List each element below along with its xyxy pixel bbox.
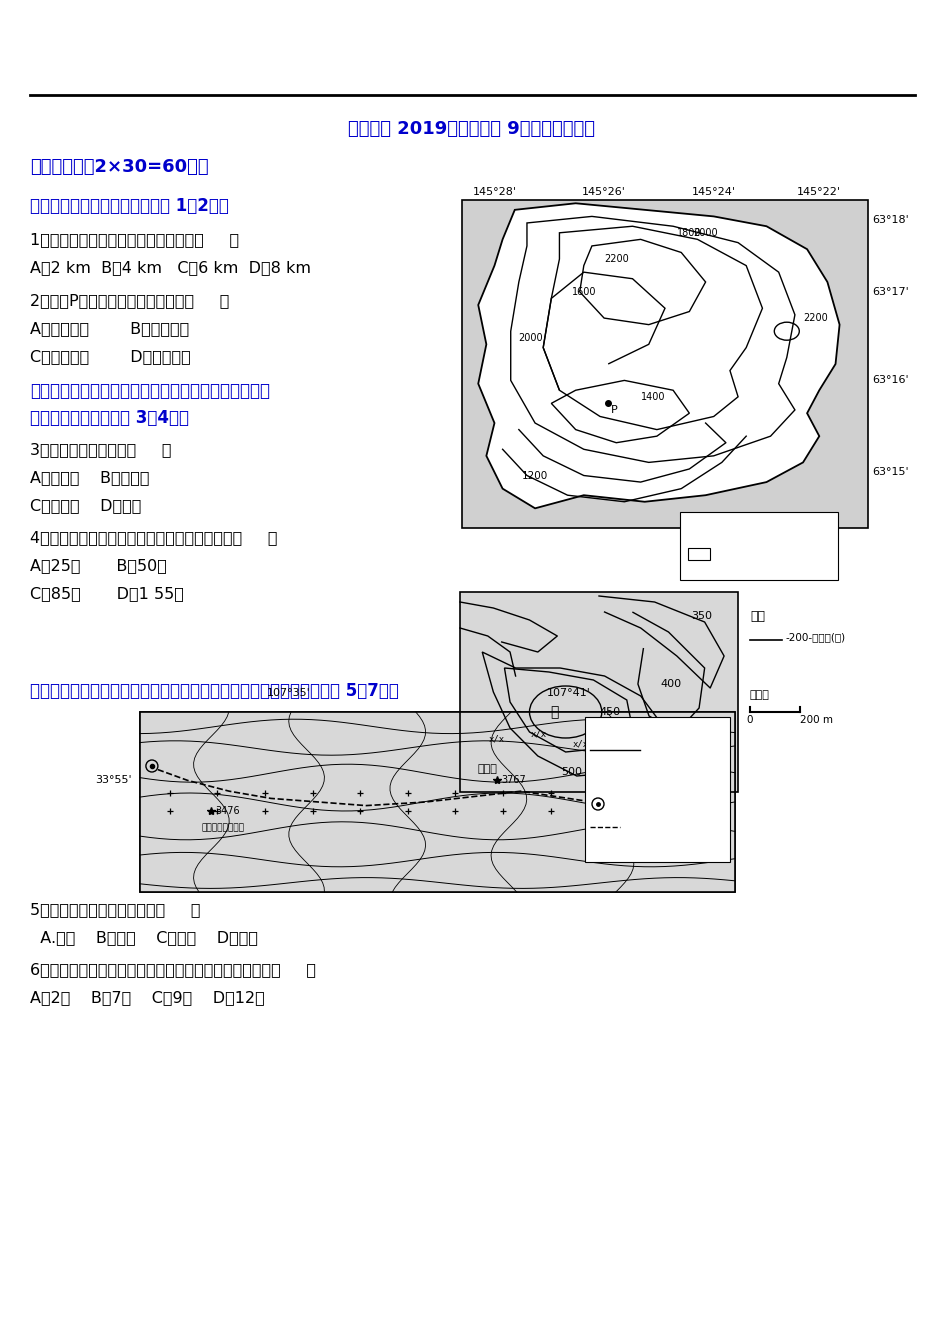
- Text: C．火山口    D．鹍部: C．火山口 D．鹍部: [30, 497, 142, 513]
- Text: 107°35': 107°35': [266, 689, 311, 698]
- Text: 145°26': 145°26': [582, 187, 625, 197]
- Text: A．西南方向        B．东北方向: A．西南方向 B．东北方向: [30, 321, 189, 336]
- Text: 新余四中 2019届高考年级 9月月考地理试卷: 新余四中 2019届高考年级 9月月考地理试卷: [348, 120, 595, 138]
- Text: 145°22': 145°22': [797, 187, 840, 197]
- Text: 3767: 3767: [500, 775, 525, 785]
- Bar: [687, 548, 709, 560]
- Text: 太白山: 太白山: [477, 765, 497, 774]
- Text: 63°16': 63°16': [871, 376, 908, 385]
- Text: 1200: 1200: [521, 471, 548, 480]
- Text: 145°28': 145°28': [472, 187, 516, 197]
- Text: 4．如果图中甲处积水成湖，则水深最大可能是（     ）: 4．如果图中甲处积水成湖，则水深最大可能是（ ）: [30, 529, 278, 545]
- Text: 1800: 1800: [677, 227, 700, 238]
- Text: +: +: [596, 846, 602, 856]
- Text: x/x: x/x: [530, 729, 547, 738]
- Text: x/x: x/x: [488, 734, 504, 743]
- Text: 2200: 2200: [802, 313, 827, 324]
- Text: 穿越线路: 穿越线路: [624, 820, 649, 829]
- Bar: [140, 713, 734, 892]
- Text: 0: 0: [746, 715, 752, 725]
- Text: 200 m: 200 m: [800, 715, 832, 725]
- Text: 2000: 2000: [518, 333, 543, 342]
- Text: 5．图中的穿越线路主要经过（     ）: 5．图中的穿越线路主要经过（ ）: [30, 902, 200, 917]
- Bar: [140, 713, 734, 892]
- Text: 一、选择题（2×30=60分）: 一、选择题（2×30=60分）: [30, 158, 209, 176]
- Text: -200-等高线(米): -200-等高线(米): [784, 632, 844, 642]
- Text: 500: 500: [560, 767, 582, 777]
- Text: 107°41': 107°41': [546, 689, 590, 698]
- Text: 木兰山自然保护区: 木兰山自然保护区: [201, 824, 244, 832]
- Text: 63°18': 63°18': [871, 215, 908, 225]
- Text: A．25米       B．50米: A．25米 B．50米: [30, 558, 167, 574]
- Text: 图例: 图例: [750, 610, 765, 623]
- Text: 450: 450: [598, 707, 619, 717]
- Text: 冰川: 冰川: [716, 545, 729, 556]
- Text: 63°15': 63°15': [871, 467, 908, 477]
- Text: C．85米       D．1 55米: C．85米 D．1 55米: [30, 586, 184, 602]
- Text: ~1400~等高线(m): ~1400~等高线(m): [687, 520, 773, 529]
- Text: 3476: 3476: [215, 806, 240, 816]
- Bar: [462, 201, 868, 528]
- Text: 河流: 河流: [645, 742, 657, 751]
- Text: 400: 400: [660, 679, 682, 689]
- Text: 350: 350: [691, 611, 712, 620]
- Text: A.山谷    B．山脊    C．鹍部    D．山坡: A.山谷 B．山脊 C．鹍部 D．山坡: [30, 931, 258, 945]
- Text: 的等高线图，读图完成 3～4题。: 的等高线图，读图完成 3～4题。: [30, 409, 189, 427]
- Polygon shape: [478, 203, 838, 508]
- Bar: [460, 592, 737, 792]
- Text: 城市: 城市: [607, 796, 620, 806]
- Text: 图例: 图例: [612, 725, 627, 737]
- Text: 1400: 1400: [640, 392, 665, 402]
- Text: 2．图中P处冰川移动的方向大致为（     ）: 2．图中P处冰川移动的方向大致为（ ）: [30, 293, 229, 308]
- Bar: [584, 717, 729, 862]
- Text: x/x: x/x: [614, 731, 630, 739]
- Bar: [680, 512, 837, 580]
- Text: A．2月    B．7月    C．9月    D．12月: A．2月 B．7月 C．9月 D．12月: [30, 989, 264, 1005]
- Text: 145°24': 145°24': [691, 187, 735, 197]
- Text: P: P: [611, 405, 617, 416]
- Text: 2000: 2000: [693, 227, 717, 238]
- Text: 450: 450: [601, 735, 623, 745]
- Text: 3．图中甲处最可能是（     ）: 3．图中甲处最可能是（ ）: [30, 443, 171, 457]
- Bar: [140, 713, 734, 892]
- Text: x/x: x/x: [572, 739, 588, 749]
- Text: 某校地理兴趣小组对附近地区进行考察，绘制出该区域: 某校地理兴趣小组对附近地区进行考察，绘制出该区域: [30, 382, 270, 400]
- Text: 读阿拉斯加某冰川示意图，完成 1～2题。: 读阿拉斯加某冰川示意图，完成 1～2题。: [30, 197, 228, 215]
- Text: 甲: 甲: [549, 705, 558, 719]
- Text: 1600: 1600: [571, 287, 596, 297]
- Text: 6．从安全角度考虑，图示线路较适合的徒步旅行时段是（     ）: 6．从安全角度考虑，图示线路较适合的徒步旅行时段是（ ）: [30, 963, 315, 977]
- Text: A．堰塞湖    B．断块山: A．堰塞湖 B．断块山: [30, 471, 149, 485]
- Text: 比例尺: 比例尺: [750, 690, 769, 701]
- Text: 保护区界线: 保护区界线: [610, 837, 641, 848]
- Text: 2200: 2200: [603, 254, 628, 263]
- Text: A．2 km  B．4 km   C．6 km  D．8 km: A．2 km B．4 km C．6 km D．8 km: [30, 259, 311, 275]
- Bar: [460, 592, 737, 792]
- Text: 1．图中冰川南北端的直线距离最接近（     ）: 1．图中冰川南北端的直线距离最接近（ ）: [30, 233, 239, 247]
- Text: C．西北方向        D．东南方向: C．西北方向 D．东南方向: [30, 349, 191, 364]
- Text: 33°55': 33°55': [95, 775, 132, 785]
- Text: 63°17': 63°17': [871, 287, 908, 297]
- Text: 下图中的穿越路线因「山水形胜」为户外徒步爱好者所青睽，据此完成 5～7题。: 下图中的穿越路线因「山水形胜」为户外徒步爱好者所青睽，据此完成 5～7题。: [30, 682, 398, 701]
- Text: △山峰（海拔/米）: △山峰（海拔/米）: [589, 770, 645, 779]
